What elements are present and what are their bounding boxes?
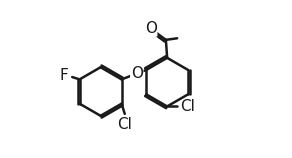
Text: O: O: [131, 66, 143, 81]
Text: F: F: [60, 68, 69, 83]
Text: O: O: [145, 21, 157, 36]
Text: Cl: Cl: [180, 99, 194, 114]
Text: Cl: Cl: [117, 117, 132, 132]
